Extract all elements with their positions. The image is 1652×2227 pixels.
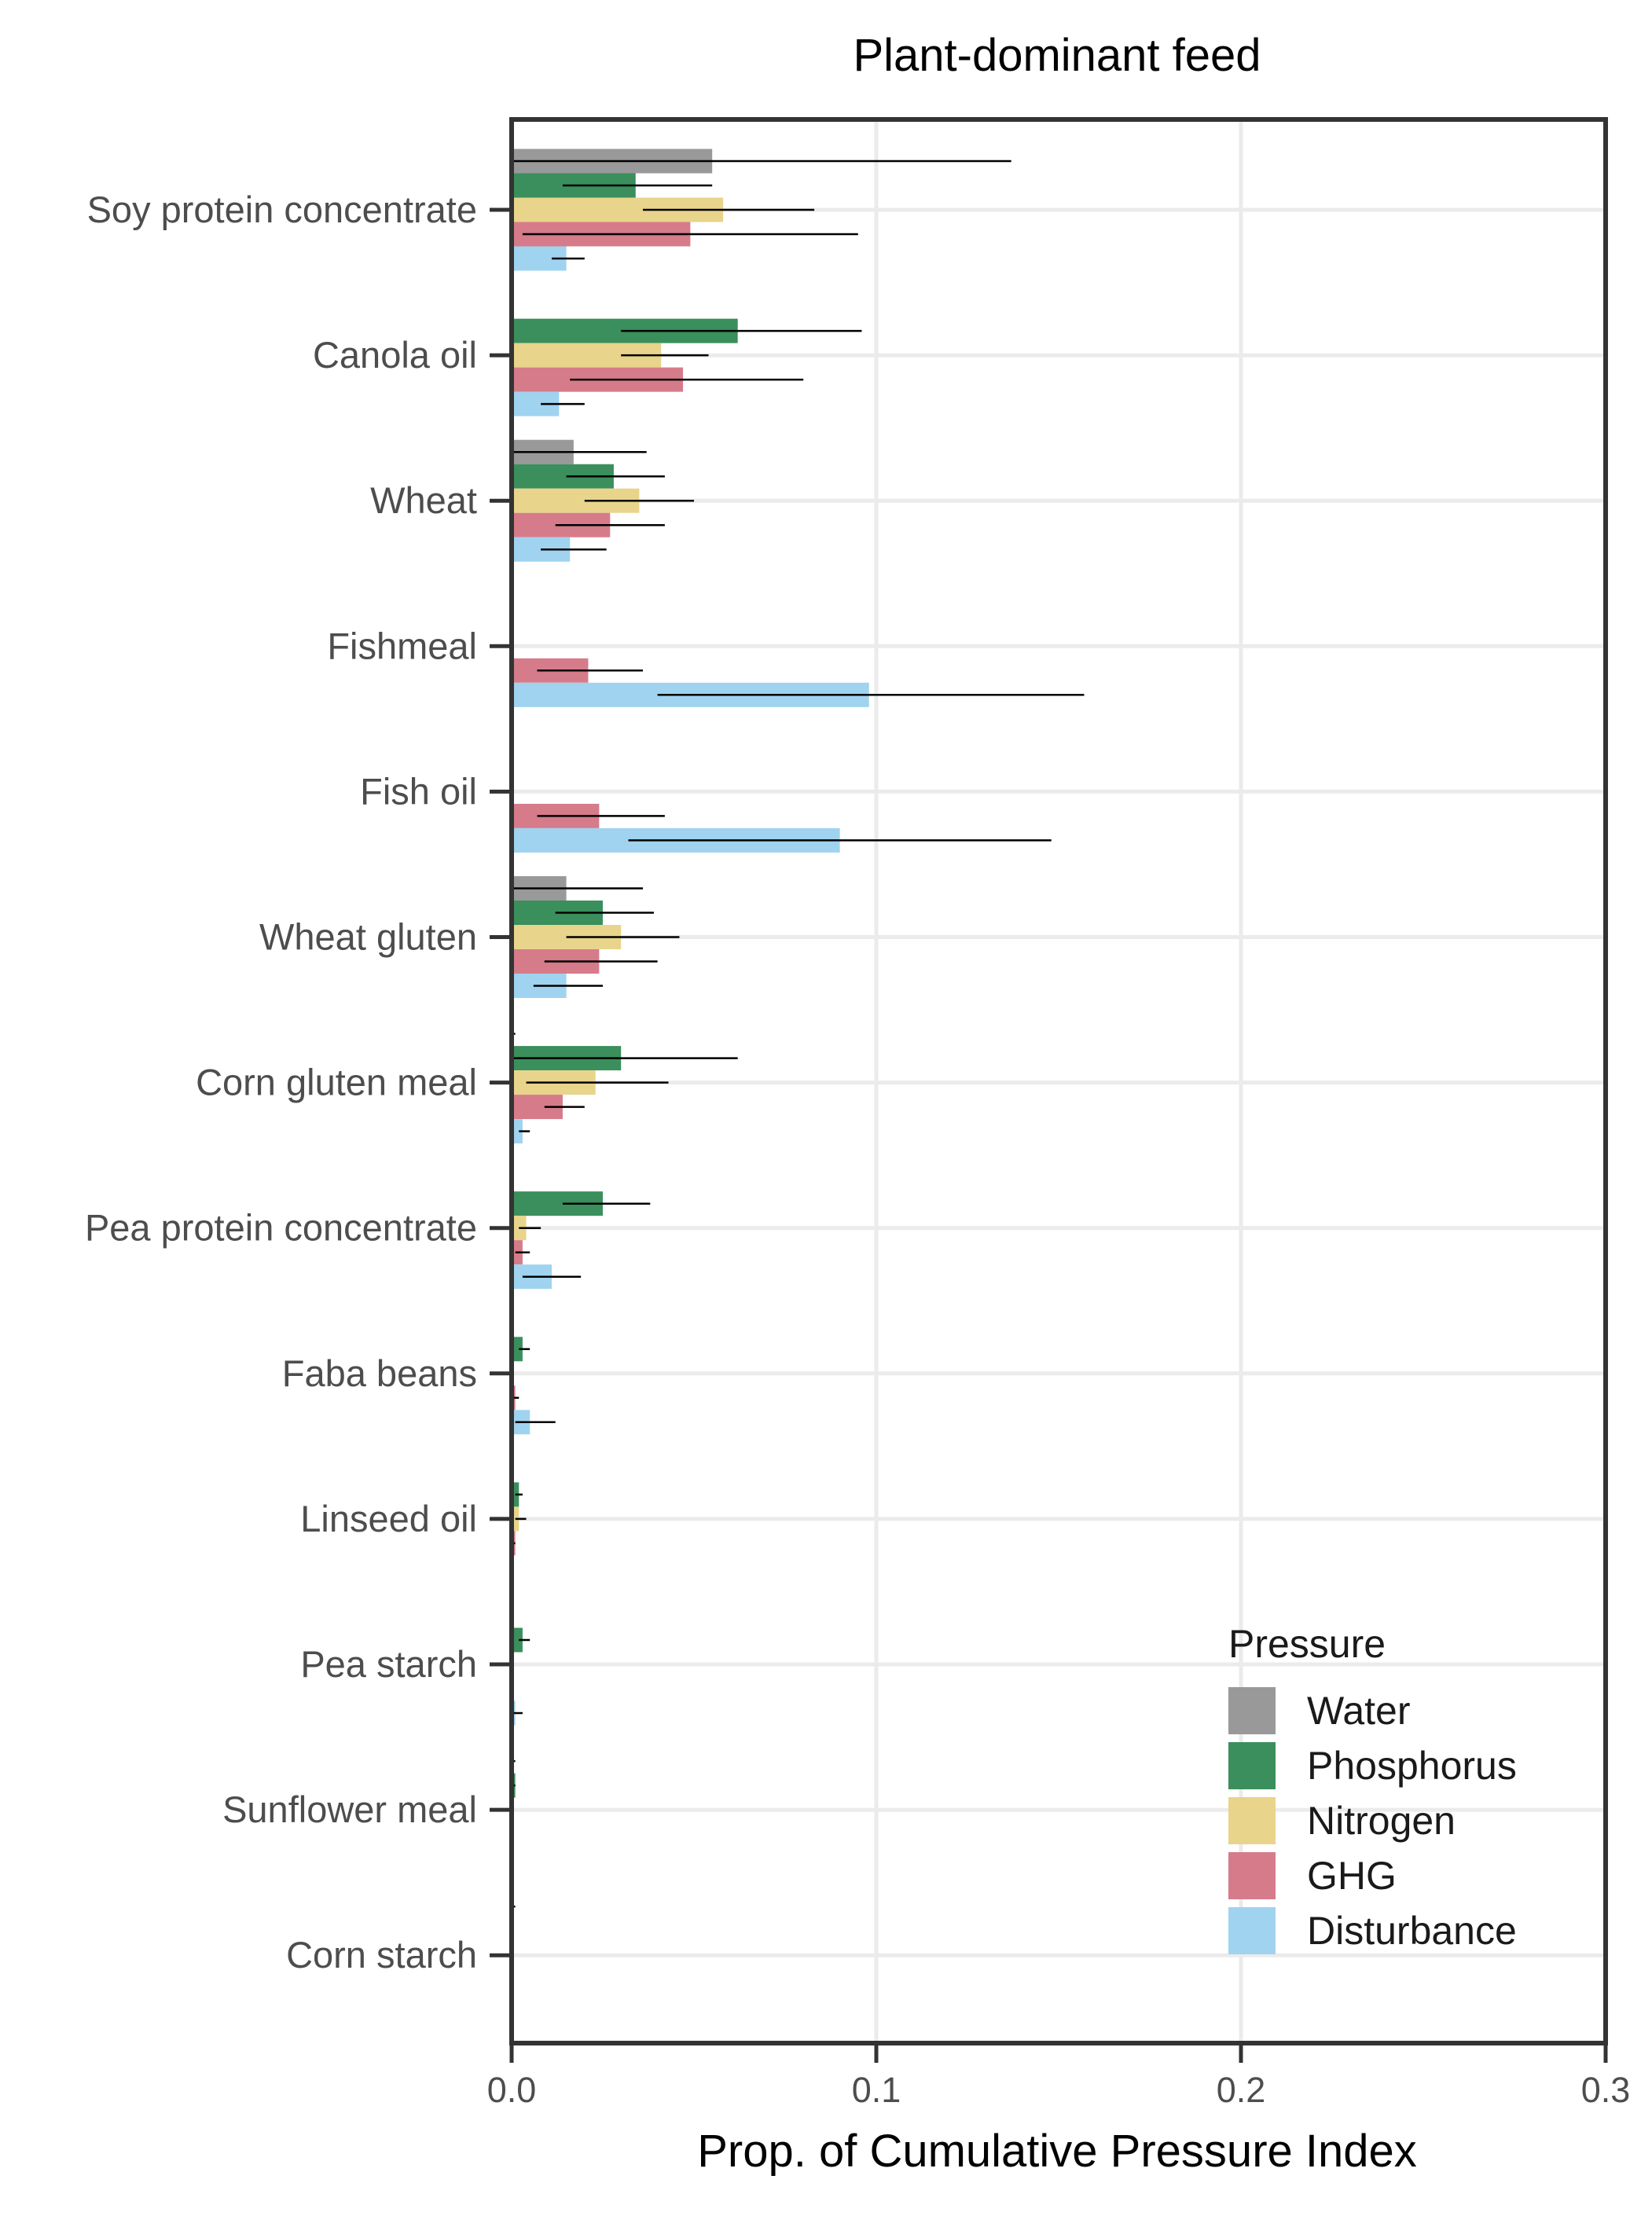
y-tick-label-6: Corn gluten meal [196, 1062, 477, 1103]
x-axis: 0.0 0.1 0.2 0.3 [487, 2045, 1631, 2110]
y-tick-label-0: Soy protein concentrate [87, 189, 477, 230]
plot-panel-border [509, 117, 1608, 2045]
chart-title: Plant-dominant feed [853, 30, 1261, 81]
y-tick-label-12: Corn starch [286, 1934, 477, 1976]
legend-key-ghg [1228, 1852, 1276, 1899]
y-tick-label-4: Fish oil [360, 770, 477, 812]
x-axis-title: Prop. of Cumulative Pressure Index [697, 2126, 1417, 2177]
legend-title: Pressure [1228, 1622, 1386, 1666]
y-tick-label-3: Fishmeal [327, 625, 477, 666]
bar-disturbance-6 [512, 1119, 523, 1144]
x-tick-label-0: 0.0 [487, 2070, 537, 2110]
y-tick-label-2: Wheat [370, 479, 477, 521]
legend: Pressure Water Phosphorus Nitrogen GHG Distu… [1228, 1622, 1517, 1954]
legend-label-disturbance: Disturbance [1307, 1909, 1517, 1953]
y-axis: Soy protein concentrate Canola oil Wheat Fi… [85, 189, 509, 1976]
y-tick-label-11: Sunflower meal [222, 1789, 477, 1830]
y-tick-label-7: Pea protein concentrate [85, 1207, 477, 1249]
bar-phosphorus-10 [512, 1627, 523, 1653]
x-tick-label-1: 0.1 [852, 2070, 901, 2110]
legend-label-phosphorus: Phosphorus [1307, 1744, 1517, 1788]
legend-key-nitrogen [1228, 1797, 1276, 1844]
y-tick-label-8: Faba beans [282, 1352, 477, 1394]
y-tick-label-5: Wheat gluten [259, 916, 477, 958]
legend-key-water [1228, 1687, 1276, 1734]
y-tick-label-9: Linseed oil [300, 1498, 477, 1539]
legend-label-water: Water [1307, 1689, 1411, 1733]
bar-phosphorus-8 [512, 1337, 523, 1362]
legend-label-ghg: GHG [1307, 1854, 1397, 1898]
x-tick-label-3: 0.3 [1581, 2070, 1631, 2110]
y-tick-label-10: Pea starch [300, 1643, 477, 1685]
legend-key-disturbance [1228, 1907, 1276, 1954]
bars [512, 149, 869, 1798]
legend-key-phosphorus [1228, 1742, 1276, 1789]
y-tick-label-1: Canola oil [313, 334, 477, 376]
x-tick-label-2: 0.2 [1217, 2070, 1266, 2110]
error-bars [512, 160, 1085, 1908]
legend-label-nitrogen: Nitrogen [1307, 1799, 1456, 1843]
